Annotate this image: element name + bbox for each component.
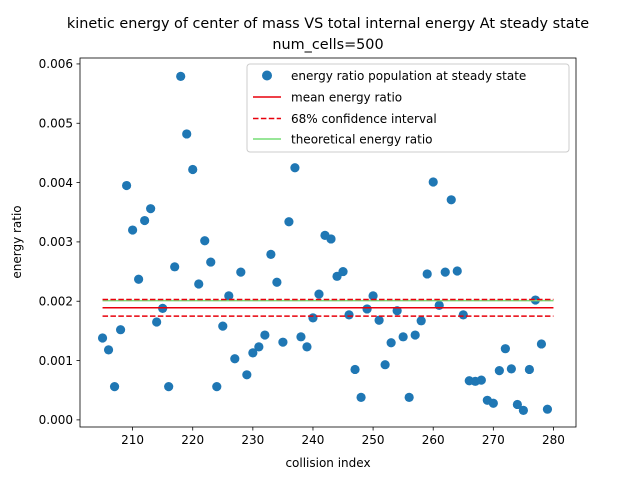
data-point xyxy=(350,364,360,375)
data-point xyxy=(200,236,210,246)
chart-subtitle: num_cells=500 xyxy=(272,37,383,53)
chart-title: kinetic energy of center of mass VS tota… xyxy=(67,16,589,32)
data-point xyxy=(542,404,553,414)
x-tick-label: 250 xyxy=(362,433,385,447)
data-point xyxy=(296,332,306,342)
x-tick-label: 230 xyxy=(241,433,264,447)
data-point xyxy=(356,392,366,402)
data-point xyxy=(488,398,498,408)
x-axis-label: collision index xyxy=(285,456,370,470)
data-point xyxy=(326,234,336,244)
legend-box xyxy=(246,63,570,153)
y-axis: 0.000 0.001 0.002 0.003 0.004 0.005 0.006 xyxy=(39,57,80,427)
data-point xyxy=(109,382,120,392)
data-point xyxy=(518,405,528,415)
data-point xyxy=(458,310,468,320)
data-point xyxy=(254,342,264,352)
legend: energy ratio population at steady state … xyxy=(246,63,570,153)
data-point xyxy=(290,163,300,173)
data-point xyxy=(314,289,324,299)
data-point xyxy=(260,330,270,340)
data-point xyxy=(170,262,180,272)
data-point xyxy=(242,370,252,380)
x-tick-label: 210 xyxy=(121,433,144,447)
data-point xyxy=(236,267,246,277)
data-point xyxy=(500,344,510,354)
data-point xyxy=(338,266,348,277)
data-point xyxy=(380,360,390,370)
data-point xyxy=(140,215,150,226)
data-point xyxy=(452,266,462,276)
legend-label-ci: 68% confidence interval xyxy=(291,112,437,126)
data-point xyxy=(536,339,547,349)
plot-area xyxy=(97,71,554,415)
y-tick-label: 0.000 xyxy=(39,413,73,427)
data-point xyxy=(218,321,228,331)
data-point xyxy=(134,274,144,284)
data-point xyxy=(266,249,276,259)
y-tick-label: 0.004 xyxy=(39,176,73,190)
x-tick-label: 220 xyxy=(181,433,204,447)
data-point xyxy=(182,129,192,139)
legend-label-theory: theoretical energy ratio xyxy=(291,133,433,147)
y-axis-label: energy ratio xyxy=(10,205,24,278)
data-point xyxy=(446,195,456,205)
y-tick-label: 0.003 xyxy=(39,235,73,249)
data-point xyxy=(368,291,378,301)
y-tick-label: 0.001 xyxy=(39,354,73,368)
x-tick-label: 280 xyxy=(542,433,565,447)
data-point xyxy=(434,300,444,310)
axes-frame xyxy=(79,57,577,428)
legend-label-points: energy ratio population at steady state xyxy=(291,69,526,83)
data-point xyxy=(206,257,216,267)
data-point xyxy=(194,279,204,289)
data-point xyxy=(428,177,438,187)
data-point xyxy=(164,382,174,392)
legend-label-mean: mean energy ratio xyxy=(291,91,402,105)
x-tick-label: 240 xyxy=(302,433,325,447)
y-tick-label: 0.002 xyxy=(39,295,73,309)
data-point xyxy=(404,392,414,402)
data-point xyxy=(146,204,156,214)
data-point xyxy=(476,375,486,385)
data-point xyxy=(176,71,186,81)
y-tick-label: 0.006 xyxy=(39,57,73,71)
x-axis: 210 220 230 240 250 260 270 280 xyxy=(121,427,565,447)
data-point xyxy=(97,333,108,343)
data-point xyxy=(512,399,522,410)
data-point xyxy=(506,364,516,374)
data-point xyxy=(188,164,198,175)
data-point xyxy=(115,325,126,335)
y-tick-label: 0.005 xyxy=(39,117,73,131)
legend-marker-points xyxy=(262,70,272,81)
data-point xyxy=(410,330,420,340)
data-point xyxy=(230,354,240,364)
data-point xyxy=(362,304,372,314)
data-point xyxy=(284,217,294,227)
data-point xyxy=(212,382,222,392)
data-point xyxy=(308,313,318,323)
data-point xyxy=(302,342,312,352)
data-point xyxy=(398,332,408,342)
data-point xyxy=(103,345,114,355)
data-point xyxy=(524,364,535,375)
data-point xyxy=(344,310,354,320)
x-tick-label: 270 xyxy=(482,433,505,447)
data-point xyxy=(152,317,162,327)
data-point xyxy=(128,225,138,235)
x-tick-label: 260 xyxy=(422,433,445,447)
data-point xyxy=(272,277,282,287)
data-point xyxy=(440,267,450,277)
data-point xyxy=(224,291,234,301)
data-point xyxy=(121,180,132,191)
data-point xyxy=(422,269,432,279)
data-point xyxy=(374,315,384,325)
data-point xyxy=(386,338,396,348)
data-point xyxy=(248,348,258,358)
data-point xyxy=(416,316,426,326)
data-point xyxy=(278,337,288,347)
data-point xyxy=(494,366,504,376)
